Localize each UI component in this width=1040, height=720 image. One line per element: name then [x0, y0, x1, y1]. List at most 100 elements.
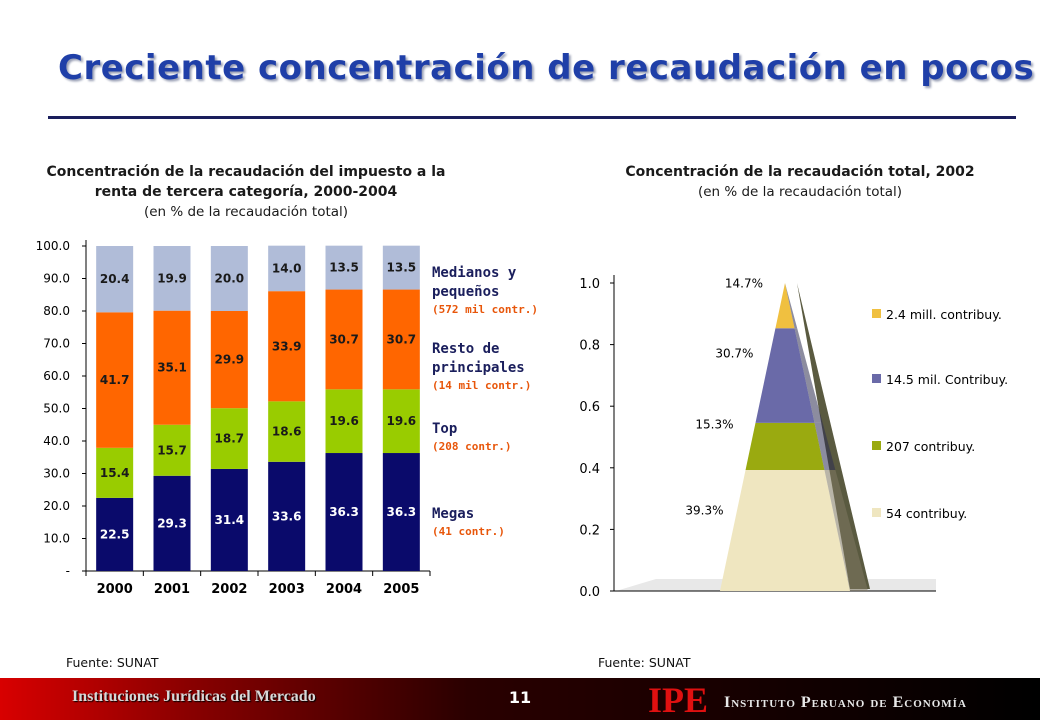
bar-segment [210, 468, 248, 571]
bar-segment [96, 246, 134, 313]
y-tick-label: 100.0 [36, 239, 70, 253]
data-label: 15.4 [100, 466, 130, 480]
legend-swatch [872, 508, 881, 517]
ipe-logo: IPE [648, 680, 709, 720]
x-tick-label: 2002 [211, 582, 247, 597]
data-label: 13.5 [387, 261, 417, 275]
pyramid-segment [775, 283, 795, 329]
data-label: 18.7 [215, 432, 245, 446]
legend-label: 14.5 mil. Contribuy. [886, 372, 1008, 387]
data-label: 29.3 [157, 516, 187, 530]
data-label: 13.5 [329, 261, 359, 275]
bar-segment [153, 246, 191, 311]
footer-bar [0, 678, 1040, 720]
bar-segment [382, 389, 420, 454]
bar-segment [325, 453, 363, 571]
legend-megas-name: Megas [432, 506, 475, 522]
bar-segment [382, 245, 420, 290]
pyramid-segment-shade [824, 469, 868, 591]
y-tick-label: - [66, 564, 70, 578]
data-label: 15.7 [157, 443, 187, 457]
y-tick-label: 70.0 [43, 337, 70, 351]
page-number: 11 [508, 688, 532, 707]
bar-segment [325, 245, 363, 290]
data-label: 20.4 [100, 272, 130, 286]
right-chart-title: Concentración de la recaudación total, 2… [625, 164, 975, 180]
data-label: 36.3 [329, 505, 359, 519]
bar-segment [210, 246, 248, 311]
legend-resto-name: Resto de principales [432, 341, 525, 376]
x-tick-label: 2000 [97, 582, 133, 597]
data-label: 31.4 [215, 513, 245, 527]
legend-medianos-name: Medianos y pequeños [432, 265, 517, 300]
legend-megas-count: (41 contr.) [432, 525, 505, 538]
x-tick-label: 2003 [269, 582, 305, 597]
x-tick-label: 2004 [326, 582, 362, 597]
left-chart-heading-block: Concentración de la recaudación del impu… [30, 162, 462, 222]
x-tick-label: 2001 [154, 582, 190, 597]
data-label: 15.3% [695, 417, 733, 431]
bar-segment [268, 401, 306, 462]
data-label: 41.7 [100, 373, 130, 387]
data-label: 30.7% [715, 347, 753, 361]
data-label: 30.7 [387, 332, 417, 346]
legend-top-name: Top [432, 421, 458, 437]
bar-segment [382, 453, 420, 571]
legend-swatch [872, 441, 881, 450]
bar-segment [153, 475, 191, 571]
right-chart-heading-block: Concentración de la recaudación total, 2… [590, 162, 1010, 202]
legend-label: 207 contribuy. [886, 439, 975, 454]
legend-medianos: Medianos y pequeños (572 mil contr.) [432, 264, 582, 318]
y-tick-label: 20.0 [43, 499, 70, 513]
pyramid-side-face [797, 283, 870, 589]
legend-resto: Resto de principales (14 mil contr.) [432, 340, 582, 394]
y-tick-label: 0.4 [579, 462, 600, 477]
data-label: 36.3 [387, 505, 417, 519]
page-title: Creciente concentración de recaudación e… [58, 48, 1035, 88]
y-tick-label: 0.6 [579, 400, 600, 415]
data-label: 39.3% [685, 503, 723, 517]
y-tick-label: 0.8 [579, 339, 600, 354]
y-tick-label: 60.0 [43, 369, 70, 383]
bar-segment [325, 389, 363, 454]
bar-segment [153, 424, 191, 476]
bar-segment [153, 310, 191, 425]
y-tick-label: 0.2 [579, 523, 600, 538]
bar-segment [382, 289, 420, 390]
right-source: Fuente: SUNAT [598, 655, 691, 670]
title-divider [48, 116, 1016, 119]
legend-resto-count: (14 mil contr.) [432, 379, 532, 392]
footer-left-text: Instituciones Jurídicas del Mercado [72, 688, 316, 705]
data-label: 35.1 [157, 361, 187, 375]
bar-segment [96, 497, 134, 571]
bar-segment [210, 311, 248, 409]
data-label: 14.7% [725, 277, 763, 291]
y-tick-label: 40.0 [43, 434, 70, 448]
pyramid-segment [720, 469, 850, 591]
legend-label: 54 contribuy. [886, 506, 967, 521]
pyramid-segment-shade [814, 422, 836, 470]
pyramid-segment-shade [794, 328, 823, 423]
bar-segment [268, 245, 306, 292]
y-tick-label: 80.0 [43, 304, 70, 318]
legend-top-count: (208 contr.) [432, 440, 512, 453]
legend-top: Top (208 contr.) [432, 420, 582, 455]
y-tick-label: 90.0 [43, 272, 70, 286]
data-label: 30.7 [329, 332, 359, 346]
legend-medianos-count: (572 mil contr.) [432, 303, 538, 316]
legend-megas: Megas (41 contr.) [432, 505, 582, 540]
pyramid-segment [745, 422, 825, 470]
bar-segment [96, 447, 134, 498]
pyramid-chart: 0.0 0.2 0.4 0.6 0.8 1.0 39.3% 15.3% 30.7% 14.7% 2.… [579, 275, 1008, 600]
bar-segment [96, 312, 134, 448]
legend-label: 2.4 mill. contribuy. [886, 307, 1002, 322]
bar-segment [325, 289, 363, 390]
bar-segment [210, 408, 248, 469]
y-tick-label: 10.0 [43, 532, 70, 546]
bar-segment [268, 291, 306, 402]
data-label: 14.0 [272, 261, 302, 275]
bar-segment [268, 461, 306, 571]
y-tick-label: 0.0 [579, 585, 600, 600]
y-tick-label: 1.0 [579, 277, 600, 292]
data-label: 20.0 [215, 272, 245, 286]
